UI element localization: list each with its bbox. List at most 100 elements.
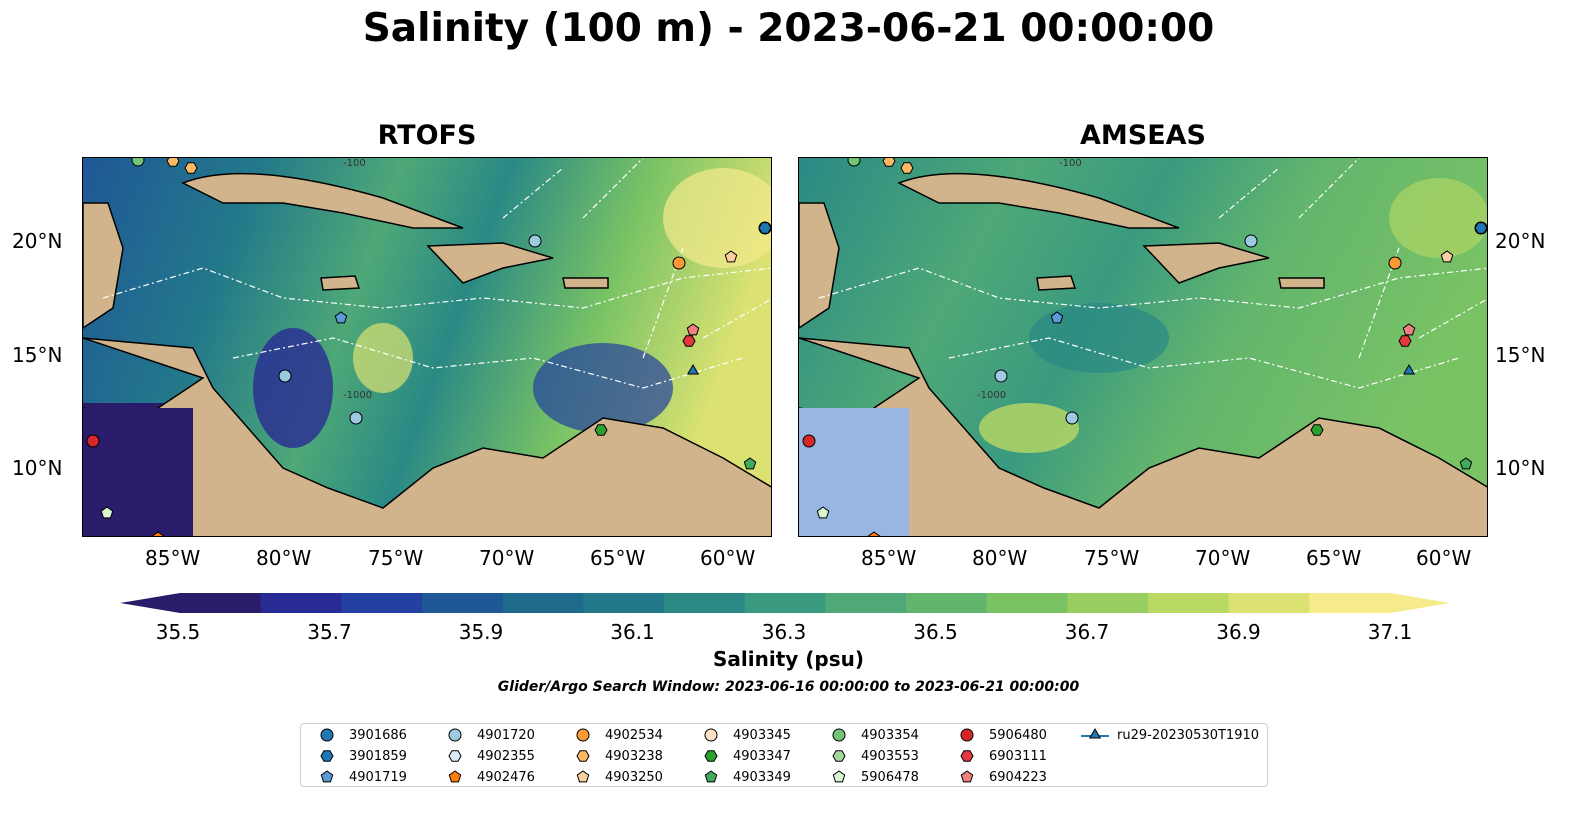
lon-tick-label: 60°W: [1416, 546, 1472, 570]
float-marker: [334, 311, 348, 324]
puerto-rico-land: [562, 277, 609, 289]
hispaniola-land: [426, 242, 554, 284]
lon-tick-label: 60°W: [700, 546, 756, 570]
eez-boundary: [502, 158, 771, 359]
colorbar-tick-label: 36.5: [913, 620, 958, 644]
float-marker: [724, 250, 738, 263]
high-salinity-eddy: [353, 323, 413, 393]
high-salinity-patch: [663, 168, 771, 268]
lon-tick-label: 70°W: [1195, 546, 1251, 570]
legend-item-label: 4903553: [861, 748, 919, 764]
eez-boundary: [1218, 158, 1487, 359]
legend: 3901686 3901859 4901719 4901720 4902355 49024…: [300, 723, 1268, 787]
float-marker: [184, 162, 198, 174]
legend-marker-icon: [320, 750, 334, 762]
legend-marker-icon: [576, 770, 590, 783]
lat-tick-label: 20°N: [1495, 229, 1546, 253]
legend-item-label: 4903349: [733, 769, 791, 785]
legend-item: 5906480: [953, 726, 1047, 744]
eez-boundary: [102, 267, 771, 309]
float-marker: [743, 457, 757, 470]
rtofs-map-canvas: -1000 -100: [83, 158, 771, 536]
float-marker: [802, 434, 816, 448]
colorbar-min-extend: [120, 593, 180, 613]
float-marker: [1244, 234, 1258, 248]
float-marker: [349, 411, 363, 425]
legend-item: 3901686: [313, 726, 407, 744]
legend-item: 5906478: [825, 768, 919, 786]
colorbar-bin: [986, 593, 1068, 613]
legend-marker-icon: [832, 770, 846, 783]
legend-marker-icon: [448, 750, 462, 762]
legend-item-label: 4901719: [349, 769, 407, 785]
panel-title-rtofs: RTOFS: [377, 120, 477, 151]
float-marker: [1474, 222, 1487, 234]
high-salinity-patch: [979, 403, 1079, 453]
legend-marker-icon: [704, 750, 718, 762]
colorbar-bin: [502, 593, 584, 613]
colorbar-tick-label: 37.1: [1367, 620, 1413, 644]
lon-tick-label: 75°W: [1084, 546, 1140, 570]
float-marker: [131, 158, 145, 167]
low-salinity-patch: [1029, 303, 1169, 373]
colorbar-bin: [664, 593, 746, 613]
legend-item: 4903250: [569, 768, 663, 786]
legend-item-label: 4902355: [477, 748, 535, 764]
lon-tick-label: 65°W: [590, 546, 646, 570]
legend-marker-icon: [576, 750, 590, 762]
legend-item-label: 4902476: [477, 769, 535, 785]
legend-marker-icon: [704, 770, 718, 783]
float-marker: [1402, 364, 1416, 375]
legend-item-label: 5906478: [861, 769, 919, 785]
colorbar-bin: [583, 593, 665, 613]
legend-marker-icon: [832, 728, 846, 742]
legend-item-label: 5906480: [989, 727, 1047, 743]
lon-tick-label: 65°W: [1306, 546, 1362, 570]
legend-item: 4903349: [697, 768, 791, 786]
colorbar-tick-label: 35.5: [155, 620, 201, 644]
float-marker: [882, 158, 896, 167]
legend-item: 6904223: [953, 768, 1047, 786]
float-marker: [100, 506, 114, 519]
low-salinity-patch: [533, 343, 673, 433]
isobath-label: -1000: [977, 390, 1006, 401]
amseas-salinity-map: -1000 -100: [798, 157, 1488, 537]
legend-item: 4901720: [441, 726, 535, 744]
legend-marker-icon: [1081, 728, 1109, 739]
lon-tick-label: 75°W: [368, 546, 424, 570]
float-marker: [1402, 323, 1416, 336]
eez-boundary: [232, 337, 744, 389]
jamaica-land: [1036, 275, 1077, 291]
hispaniola-land: [1142, 242, 1270, 284]
colorbar-tick-label: 36.7: [1064, 620, 1110, 644]
legend-marker-icon: [960, 750, 974, 762]
lat-tick-label: 15°N: [12, 343, 63, 367]
legend-item-label: 4903347: [733, 748, 791, 764]
legend-item: 4903347: [697, 747, 791, 765]
legend-marker-icon: [448, 770, 462, 783]
float-marker: [594, 424, 608, 436]
legend-item: 4901719: [313, 768, 407, 786]
float-marker: [151, 531, 165, 536]
eez-boundary: [948, 337, 1460, 389]
legend-item: 4902355: [441, 747, 535, 765]
legend-item-label: 4901720: [477, 727, 535, 743]
float-marker: [86, 434, 100, 448]
colorbar-bin: [260, 593, 342, 613]
legend-item-label: 4903345: [733, 727, 791, 743]
isobath-label: -100: [1059, 158, 1082, 169]
colorbar-tick-label: 36.1: [610, 620, 655, 644]
legend-item: 4902534: [569, 726, 663, 744]
colorbar: [120, 588, 1450, 618]
colorbar-bin: [1067, 593, 1149, 613]
pacific-ocean: [83, 408, 193, 536]
float-marker: [867, 531, 881, 536]
legend-item: ru29-20230530T1910: [1081, 726, 1259, 744]
lon-tick-label: 80°W: [972, 546, 1028, 570]
legend-item-label: 4903354: [861, 727, 919, 743]
lat-tick-label: 10°N: [1495, 456, 1546, 480]
colorbar-tick-label: 36.9: [1216, 620, 1261, 644]
colorbar-tick-label: 35.7: [307, 620, 352, 644]
legend-marker-icon: [960, 728, 974, 742]
float-marker: [1398, 335, 1412, 347]
